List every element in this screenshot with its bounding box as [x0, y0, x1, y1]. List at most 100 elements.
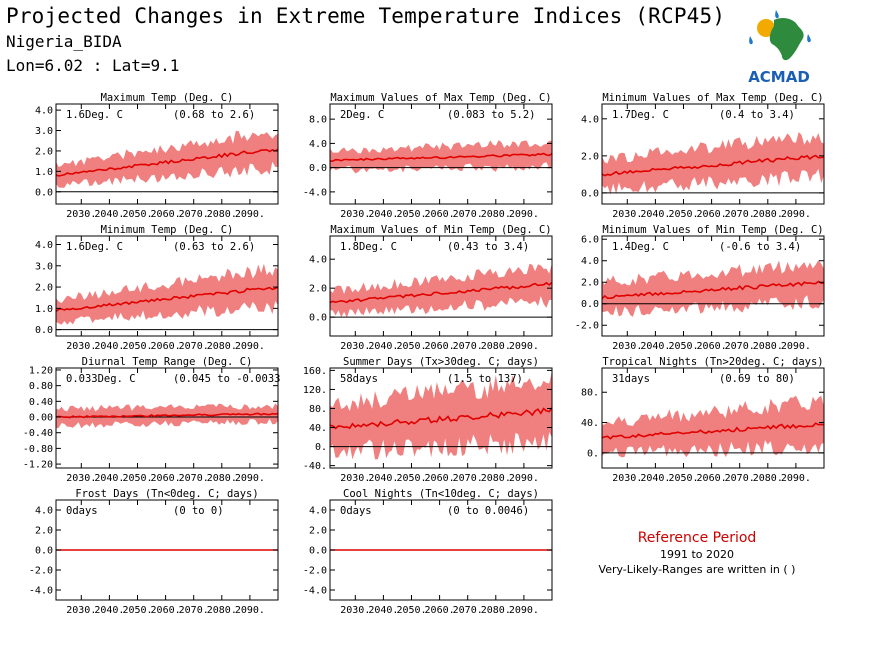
panel-title: Tropical Nights (Tn>20deg. C; days) [602, 356, 823, 368]
y-tick-label: 160. [303, 366, 327, 377]
x-tick-label: 2040. [94, 209, 124, 220]
likely-range-label: (0.69 to 80) [719, 373, 795, 385]
likely-range-band [330, 263, 552, 318]
x-tick-label: 2050. [668, 209, 698, 220]
y-tick-label: 0.0 [581, 299, 599, 310]
x-tick-label: 2070. [179, 341, 209, 352]
reference-period-label: Reference Period [637, 530, 757, 546]
x-tick-label: 2070. [453, 473, 483, 484]
mean-change-label: 0days [66, 505, 98, 517]
x-tick-label: 2030. [340, 605, 370, 616]
likely-range-band [602, 260, 824, 317]
likely-range-band [330, 371, 552, 460]
x-tick-label: 2080. [753, 341, 783, 352]
acmad-logo: ACMAD [748, 10, 811, 86]
x-tick-label: 2070. [725, 473, 755, 484]
x-tick-label: 2070. [179, 473, 209, 484]
chart-panel: -4.00.04.08.02030.2040.2050.2060.2070.20… [303, 92, 553, 220]
panel-title: Minimum Temp (Deg. C) [101, 224, 234, 236]
mean-series-line [55, 148, 279, 177]
mean-series-line [329, 407, 553, 430]
y-tick-label: 4.0 [35, 240, 53, 251]
x-tick-label: 2090. [235, 605, 265, 616]
x-tick-label: 2080. [207, 341, 237, 352]
x-tick-label: 2040. [640, 341, 670, 352]
likely-range-label: (0 to 0.0046) [447, 505, 529, 517]
x-tick-label: 2090. [781, 341, 811, 352]
x-tick-label: 2070. [725, 209, 755, 220]
likely-range-label: (0 to 0) [173, 505, 224, 517]
x-tick-label: 2080. [753, 473, 783, 484]
x-tick-label: 2050. [122, 473, 152, 484]
plot-frame [601, 367, 825, 469]
x-tick-label: 2030. [66, 209, 96, 220]
panel-title: Diurnal Temp Range (Deg. C) [82, 356, 253, 368]
reference-legend: Reference Period 1991 to 2020 Very-Likel… [592, 530, 802, 576]
panel-title: Cool Nights (Tn<10deg. C; days) [343, 488, 539, 500]
y-tick-label: -2.0 [29, 566, 53, 577]
x-tick-label: 2040. [94, 341, 124, 352]
chart-panel: -4.0 -2.0 0.0 2.0 4.0 2030.2040.2050.2060.207… [29, 488, 279, 616]
y-tick-label: 8.0 [309, 115, 327, 126]
mean-change-label: 0.033Deg. C [66, 373, 136, 385]
chart-panel: 0.0 2.0 4.0 2030.2040.2050.2060.2070.2080.2… [309, 224, 553, 352]
x-tick-label: 2080. [481, 473, 511, 484]
plot-frame [601, 235, 825, 337]
x-tick-label: 2070. [179, 209, 209, 220]
x-tick-label: 2080. [207, 605, 237, 616]
likely-range-band [602, 132, 824, 195]
x-tick-label: 2030. [66, 473, 96, 484]
station-coordinates: Lon=6.02 : Lat=9.1 [6, 56, 180, 75]
x-tick-label: 2050. [122, 341, 152, 352]
y-tick-label: 2.0 [581, 151, 599, 162]
mean-change-label: 1.8Deg. C [340, 241, 397, 253]
logo-drop-icon [807, 34, 811, 43]
mean-change-label: 1.6Deg. C [66, 109, 123, 121]
logo-drop-icon [775, 10, 779, 19]
page-title: Projected Changes in Extreme Temperature… [6, 4, 726, 28]
likely-range-label: (0.045 to -0.0033 [173, 373, 280, 385]
y-tick-label: 0.40 [29, 397, 53, 408]
x-tick-label: 2070. [453, 605, 483, 616]
x-tick-label: 2040. [94, 605, 124, 616]
logo-text: ACMAD [748, 68, 810, 86]
y-tick-label: 4.0 [309, 139, 327, 150]
mean-series-line [601, 154, 825, 177]
y-tick-label: -4.0 [303, 586, 327, 597]
y-tick-label: 2.0 [35, 283, 53, 294]
likely-range-label: (0.43 to 3.4) [447, 241, 529, 253]
x-tick-label: 2070. [725, 341, 755, 352]
x-tick-label: 2080. [481, 605, 511, 616]
chart-panel: 0. 40. 80. 2030.2040.2050.2060.2070.2080.20… [581, 356, 825, 484]
x-tick-label: 2050. [122, 209, 152, 220]
x-tick-label: 2060. [151, 341, 181, 352]
x-tick-label: 2060. [151, 209, 181, 220]
x-tick-label: 2060. [151, 605, 181, 616]
y-tick-label: 3.0 [35, 126, 53, 137]
plot-frame [55, 103, 279, 205]
y-tick-label: 40. [309, 423, 327, 434]
y-tick-label: 0.0 [581, 188, 599, 199]
x-tick-label: 2090. [235, 209, 265, 220]
y-tick-label: 4.0 [309, 255, 327, 266]
x-tick-label: 2090. [781, 209, 811, 220]
logo-africa-icon [769, 18, 804, 61]
x-tick-label: 2090. [509, 473, 539, 484]
x-tick-label: 2030. [340, 473, 370, 484]
chart-panel: -4.0 -2.0 0.0 2.0 4.0 2030.2040.2050.2060.207… [303, 488, 553, 616]
panel-title: Maximum Values of Min Temp (Deg. C) [330, 224, 551, 236]
panel-title: Frost Days (Tn<0deg. C; days) [75, 488, 258, 500]
station-name: Nigeria_BIDA [6, 32, 122, 51]
x-tick-label: 2040. [640, 209, 670, 220]
x-tick-label: 2050. [668, 473, 698, 484]
x-tick-label: 2040. [94, 473, 124, 484]
y-tick-label: -40. [303, 461, 327, 472]
x-tick-label: 2060. [151, 473, 181, 484]
x-tick-label: 2050. [396, 341, 426, 352]
chart-panel: 0.0 1.0 2.0 3.0 4.0 2030.2040.2050.2060.2070.… [35, 92, 279, 220]
x-tick-label: 2060. [425, 209, 455, 220]
plot-frame [329, 235, 553, 337]
x-tick-label: 2030. [340, 341, 370, 352]
y-tick-label: 0.0 [309, 546, 327, 557]
y-tick-label: -0.80 [23, 444, 53, 455]
